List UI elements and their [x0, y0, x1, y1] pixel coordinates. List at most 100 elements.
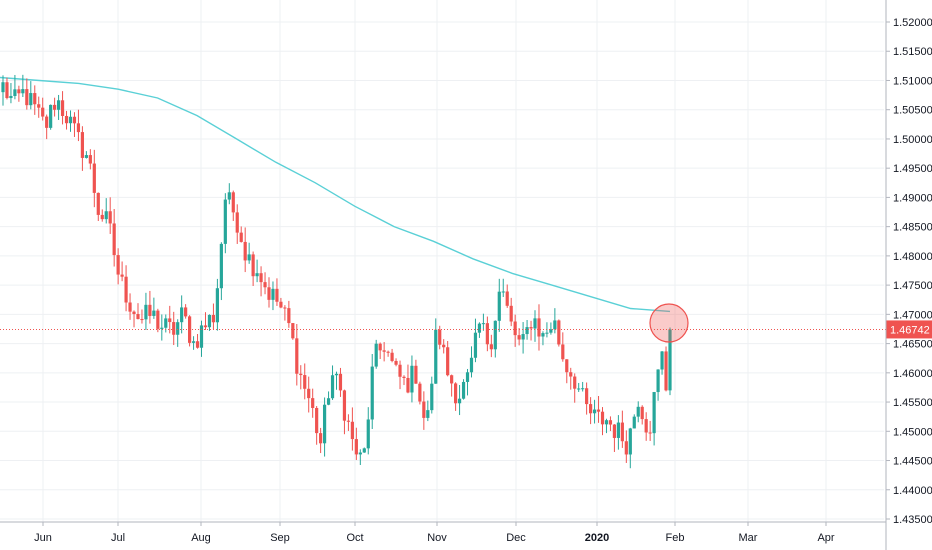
candle: [469, 346, 474, 378]
candle-body: [45, 116, 49, 128]
candle-body: [84, 155, 88, 158]
candle: [311, 388, 315, 418]
candle-body: [53, 104, 57, 110]
candle: [366, 407, 370, 455]
candle: [394, 358, 398, 367]
candle-body: [25, 89, 29, 106]
candle: [493, 320, 497, 358]
candle-body: [350, 421, 354, 440]
x-tick-label: Mar: [739, 532, 758, 544]
candle: [612, 424, 617, 452]
candle: [350, 407, 354, 451]
candle: [430, 376, 434, 414]
y-tick-label: 1.49000: [893, 192, 932, 204]
candle: [406, 364, 410, 394]
candle-body: [112, 223, 116, 256]
x-axis[interactable]: Jun Jul Aug Sep Oct Nov Dec 2020 Feb Mar Apr: [0, 521, 886, 544]
candle: [398, 360, 402, 390]
candle-body: [307, 388, 311, 399]
candle-body: [406, 377, 410, 393]
candle: [410, 355, 414, 403]
candle: [319, 427, 323, 454]
candle-body: [104, 211, 108, 220]
candle-body: [537, 318, 541, 337]
candle-body: [489, 344, 493, 350]
candle: [251, 251, 255, 286]
candle: [402, 375, 406, 386]
candle-body: [342, 390, 347, 421]
candle-body: [291, 323, 295, 339]
candle: [13, 74, 17, 100]
y-tick-label: 1.47000: [893, 309, 932, 321]
candle-body: [632, 416, 636, 429]
candle: [263, 272, 267, 295]
candle-body: [203, 325, 208, 328]
x-tick-label: 2020: [585, 532, 609, 544]
candle-body: [64, 115, 69, 124]
candle-body: [358, 452, 362, 455]
candle-body: [338, 373, 343, 391]
candle: [255, 259, 259, 283]
y-axis[interactable]: 1.52000 1.51500 1.51000 1.50500 1.50000 1.495…: [885, 0, 932, 550]
candle: [53, 97, 57, 117]
candle-body: [303, 375, 307, 389]
candle: [120, 261, 124, 282]
x-tick-label: Aug: [191, 532, 211, 544]
candle: [521, 322, 525, 354]
candle: [513, 314, 517, 347]
candle: [191, 336, 196, 350]
candle: [172, 311, 176, 346]
candle-body: [664, 351, 668, 391]
candle: [422, 391, 426, 430]
candle: [37, 96, 41, 118]
y-tick-label: 1.51500: [893, 46, 932, 58]
current-price-tag[interactable]: [886, 320, 932, 339]
candle-body: [374, 343, 378, 367]
candle: [577, 382, 581, 392]
candle-body: [434, 329, 438, 384]
candle-body: [370, 366, 374, 420]
x-tick-label: Oct: [346, 532, 363, 544]
candle: [442, 339, 446, 354]
current-price-line: 1.46742: [0, 320, 932, 339]
candle: [592, 399, 597, 424]
candle: [29, 81, 33, 110]
candle: [549, 322, 553, 335]
candle-body: [529, 327, 533, 329]
candle-body: [442, 344, 446, 348]
candle-body: [315, 407, 319, 434]
candle-body: [120, 274, 124, 277]
candle: [25, 78, 29, 110]
candle-body: [652, 392, 656, 434]
candle-body: [533, 318, 537, 329]
candle: [596, 395, 601, 423]
candle: [41, 97, 45, 121]
candle: [473, 318, 478, 363]
candle: [227, 183, 231, 205]
candle-body: [402, 376, 406, 378]
candle-body: [148, 304, 152, 316]
candle: [553, 308, 557, 334]
y-tick-label: 1.50000: [893, 134, 932, 146]
candle-body: [481, 323, 485, 325]
candle-body: [525, 327, 529, 335]
candle-body: [176, 322, 180, 335]
candle-body: [644, 419, 648, 433]
candle: [461, 379, 466, 400]
candle: [84, 151, 88, 159]
candle-body: [362, 448, 366, 453]
candle-body: [497, 291, 501, 321]
y-tick-label: 1.43500: [893, 514, 932, 526]
candle-body: [243, 241, 247, 261]
candle: [648, 420, 652, 441]
candle: [438, 325, 442, 350]
candle-body: [446, 347, 450, 376]
candle-body: [251, 254, 255, 277]
candle: [247, 242, 251, 264]
candle: [231, 190, 235, 221]
candle-body: [223, 199, 227, 244]
candle: [271, 281, 275, 311]
candle: [299, 365, 303, 390]
candle-body: [577, 388, 581, 390]
